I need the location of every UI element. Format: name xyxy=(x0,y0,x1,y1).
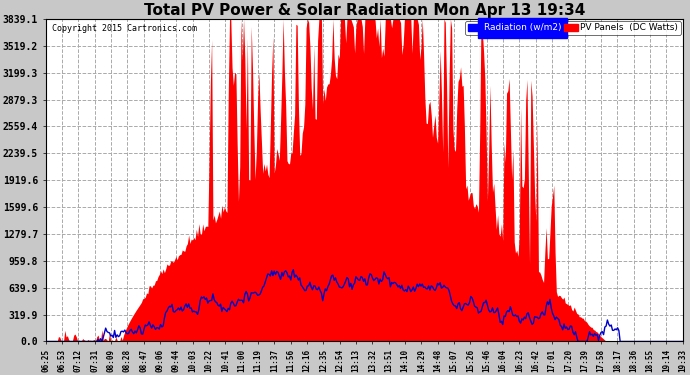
Title: Total PV Power & Solar Radiation Mon Apr 13 19:34: Total PV Power & Solar Radiation Mon Apr… xyxy=(144,3,585,18)
Text: Copyright 2015 Cartronics.com: Copyright 2015 Cartronics.com xyxy=(52,24,197,33)
Legend: Radiation (w/m2), PV Panels  (DC Watts): Radiation (w/m2), PV Panels (DC Watts) xyxy=(465,21,681,35)
